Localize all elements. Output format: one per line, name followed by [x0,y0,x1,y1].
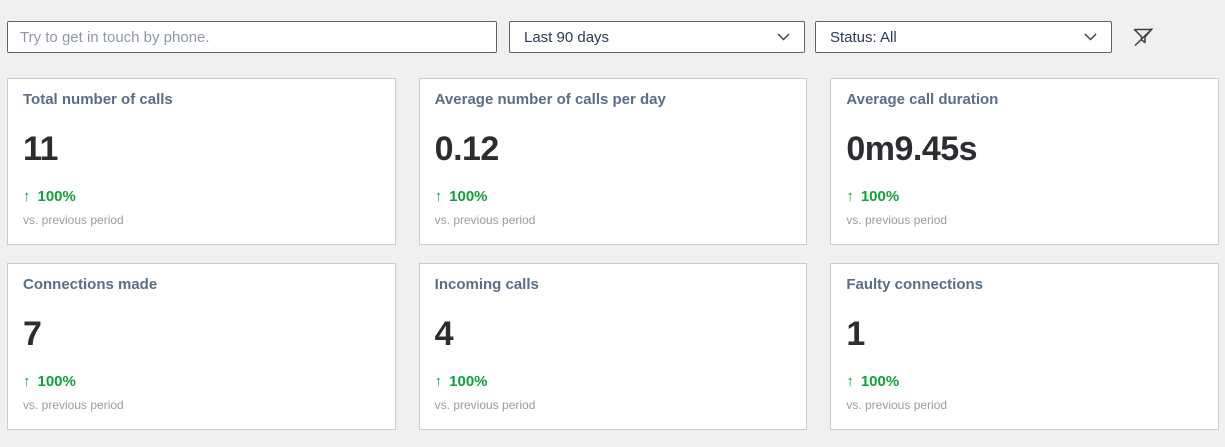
trend-up-icon: ↑ [23,373,31,390]
card-trend: ↑ 100% [23,373,380,390]
chevron-down-icon [1084,33,1097,41]
status-value: Status: All [830,28,897,46]
stat-card-faulty-connections: Faulty connections 1 ↑ 100% vs. previous… [830,263,1219,430]
trend-up-icon: ↑ [846,188,854,205]
date-range-dropdown[interactable]: Last 90 days [509,21,805,53]
stat-card-avg-call-duration: Average call duration 0m9.45s ↑ 100% vs.… [830,78,1219,245]
card-value: 7 [23,315,42,353]
card-title: Total number of calls [23,91,173,108]
card-trend: ↑ 100% [23,188,380,205]
chevron-down-icon [777,33,790,41]
card-title: Incoming calls [434,276,539,293]
card-comparison-label: vs. previous period [434,398,536,412]
filter-off-icon [1131,26,1156,48]
card-comparison-label: vs. previous period [23,398,124,412]
card-trend: ↑ 100% [435,373,792,390]
card-value: 0.12 [434,130,500,168]
trend-percentage: 100% [37,373,76,390]
stats-grid: Total number of calls 11 ↑ 100% vs. prev… [7,78,1219,430]
card-value: 4 [434,315,454,353]
trend-percentage: 100% [860,188,900,205]
card-value: 0m9.45s [846,130,978,168]
status-dropdown[interactable]: Status: All [815,21,1112,53]
trend-up-icon: ↑ [434,188,443,205]
card-title: Faulty connections [846,276,984,293]
trend-up-icon: ↑ [23,188,31,205]
card-comparison-label: vs. previous period [23,213,124,227]
card-comparison-label: vs. previous period [846,398,948,412]
card-trend: ↑ 100% [435,188,792,205]
stat-card-connections-made: Connections made 7 ↑ 100% vs. previous p… [7,263,396,430]
filter-bar: Last 90 days Status: All [0,21,1225,53]
trend-percentage: 100% [449,373,488,390]
stat-card-total-calls: Total number of calls 11 ↑ 100% vs. prev… [7,78,396,245]
card-comparison-label: vs. previous period [846,213,948,227]
card-value: 11 [23,130,58,168]
card-title: Average number of calls per day [434,91,666,108]
date-range-value: Last 90 days [524,28,610,46]
card-title: Average call duration [846,91,999,108]
trend-percentage: 100% [860,373,900,390]
stat-card-avg-calls-per-day: Average number of calls per day 0.12 ↑ 1… [418,78,808,245]
trend-up-icon: ↑ [846,373,854,390]
card-trend: ↑ 100% [846,188,1203,205]
clear-filters-button[interactable] [1129,23,1157,51]
search-input[interactable] [7,21,497,53]
card-comparison-label: vs. previous period [434,213,536,227]
trend-up-icon: ↑ [434,373,443,390]
stat-card-incoming-calls: Incoming calls 4 ↑ 100% vs. previous per… [418,263,808,430]
trend-percentage: 100% [37,188,76,205]
trend-percentage: 100% [449,188,488,205]
card-trend: ↑ 100% [846,373,1203,390]
card-title: Connections made [23,276,158,293]
card-value: 1 [846,315,865,353]
